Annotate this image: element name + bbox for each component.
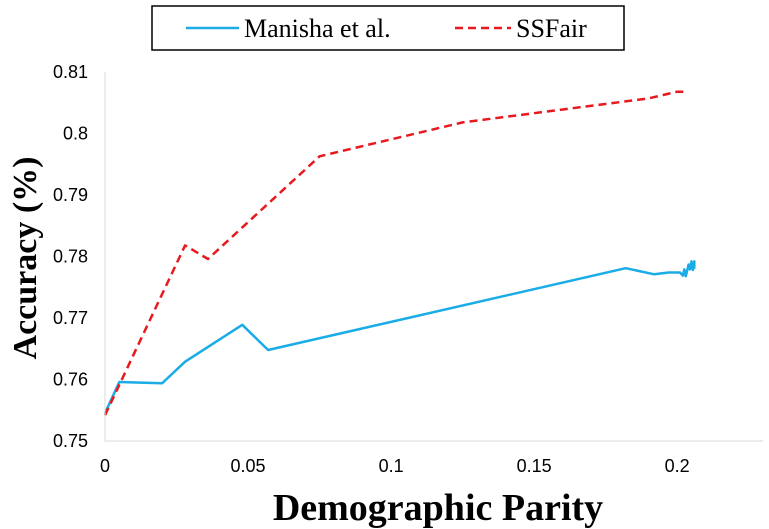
x-tick-label: 0 (100, 456, 110, 476)
y-tick-label: 0.75 (53, 431, 88, 451)
series-line-manisha (103, 260, 696, 414)
y-tick-label: 0.81 (53, 62, 88, 82)
y-tick-label: 0.79 (53, 185, 88, 205)
x-tick-label: 0.1 (379, 456, 404, 476)
y-axis-title: Accuracy (%) (7, 157, 44, 360)
x-tick-label: 0.05 (231, 456, 266, 476)
x-tick-label: 0.2 (665, 456, 690, 476)
y-tick-label: 0.78 (53, 247, 88, 267)
legend: Manisha et al. SSFair (151, 5, 625, 51)
x-tick-label: 0.15 (517, 456, 552, 476)
x-tick-labels: 0 0.05 0.1 0.15 0.2 (100, 456, 690, 476)
y-tick-labels: 0.75 0.76 0.77 0.78 0.79 0.8 0.81 (53, 62, 88, 451)
legend-label-ssfair: SSFair (516, 14, 587, 43)
series-line-ssfair (103, 90, 686, 416)
x-axis-title: Demographic Parity (273, 487, 603, 529)
y-tick-label: 0.77 (53, 308, 88, 328)
plot-area (103, 90, 696, 416)
legend-label-manisha: Manisha et al. (244, 14, 391, 43)
y-tick-label: 0.76 (53, 370, 88, 390)
y-tick-label: 0.8 (63, 124, 88, 144)
